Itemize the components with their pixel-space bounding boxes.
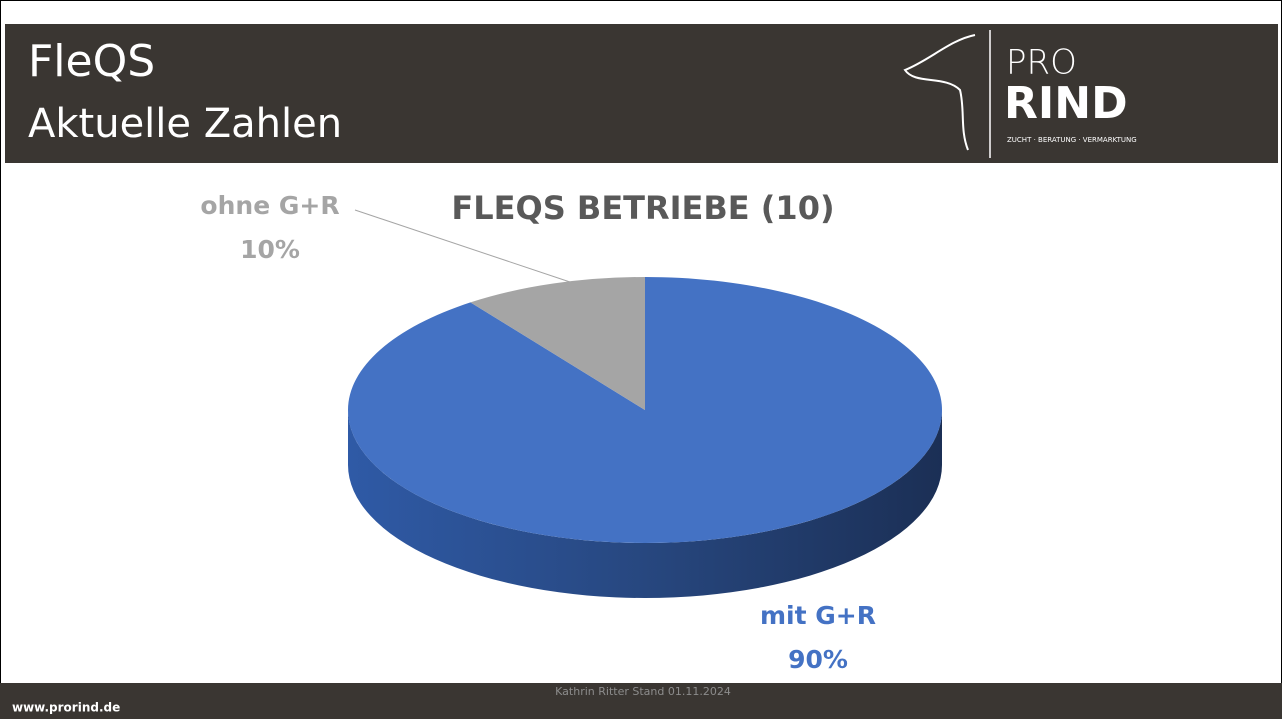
data-label-value: 90%: [788, 645, 848, 674]
logo-tagline: ZUCHT · BERATUNG · VERMARKTUNG: [1007, 136, 1137, 144]
data-label-category: ohne G+R: [200, 191, 339, 220]
pie-slice: [470, 277, 645, 410]
pie-slice-side: [348, 410, 942, 598]
pie: [348, 277, 942, 598]
data-label-category: mit G+R: [760, 601, 876, 630]
logo-text: RIND: [1004, 78, 1128, 129]
footer-note: Kathrin Ritter Stand 01.11.2024: [555, 685, 731, 698]
slide-subtitle: Aktuelle Zahlen: [28, 101, 342, 147]
footer-website: www.prorind.de: [12, 701, 120, 715]
logo: PRO RIND ZUCHT · BERATUNG · VERMARKTUNG: [895, 24, 1163, 163]
leader-line: [354, 209, 571, 283]
slide-title: FleQS: [28, 36, 155, 87]
footer-band: [0, 683, 1282, 719]
logo-text: PRO: [1006, 43, 1077, 83]
data-label-value: 10%: [240, 235, 300, 264]
pie-slice: [348, 277, 942, 544]
chart-title: FLEQS BETRIEBE (10): [451, 189, 834, 227]
